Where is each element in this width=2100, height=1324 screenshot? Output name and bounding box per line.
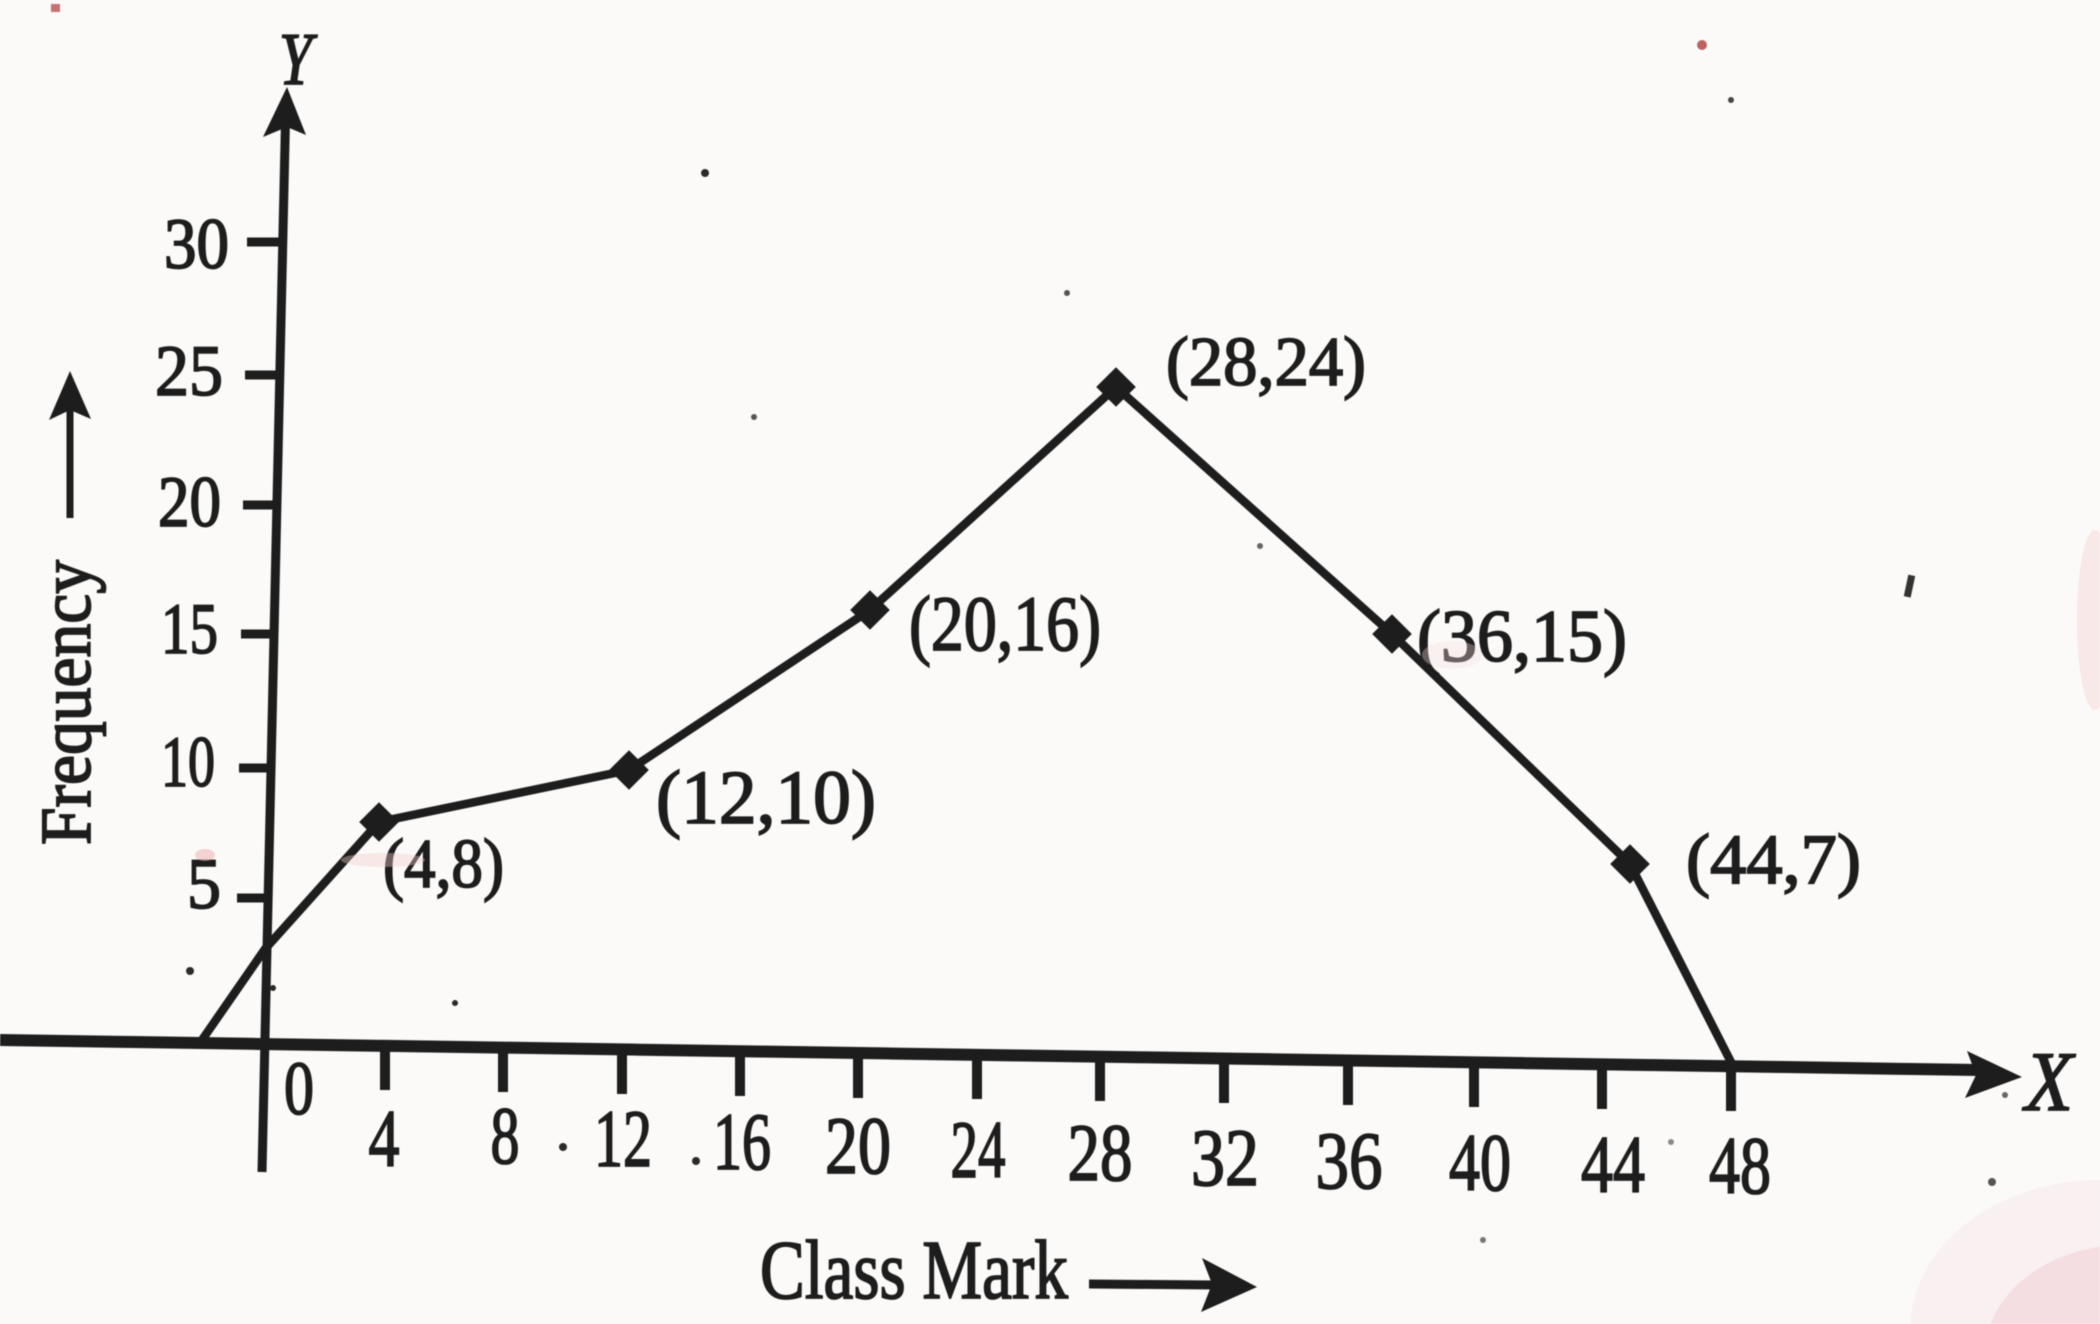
svg-text:4: 4 xyxy=(369,1093,400,1184)
svg-text:(36,15): (36,15) xyxy=(1417,596,1627,678)
svg-text:(4,8): (4,8) xyxy=(383,826,504,903)
svg-text:0: 0 xyxy=(284,1047,314,1131)
svg-text:24: 24 xyxy=(951,1104,1006,1195)
svg-text:(20,16): (20,16) xyxy=(909,580,1101,667)
svg-text:44: 44 xyxy=(1581,1119,1645,1210)
svg-text:(28,24): (28,24) xyxy=(1166,324,1366,401)
svg-text:(12,10): (12,10) xyxy=(656,756,876,840)
svg-text:48: 48 xyxy=(1709,1120,1771,1211)
svg-text:20: 20 xyxy=(825,1100,891,1191)
svg-text:25: 25 xyxy=(155,331,223,411)
svg-text:Y: Y xyxy=(279,19,317,101)
svg-text:28: 28 xyxy=(1068,1107,1133,1198)
svg-text:8: 8 xyxy=(491,1090,520,1181)
svg-text:30: 30 xyxy=(164,204,229,284)
svg-text:(44,7): (44,7) xyxy=(1686,821,1861,899)
svg-text:10: 10 xyxy=(161,722,215,802)
svg-text:15: 15 xyxy=(161,589,218,669)
svg-text:40: 40 xyxy=(1449,1117,1511,1208)
svg-text:20: 20 xyxy=(158,462,221,542)
svg-text:16: 16 xyxy=(713,1096,771,1187)
svg-text:36: 36 xyxy=(1316,1115,1383,1206)
svg-text:Frequency: Frequency xyxy=(26,560,106,845)
svg-text:X: X xyxy=(2022,1035,2076,1129)
svg-text:Class Mark: Class Mark xyxy=(760,1224,1068,1317)
svg-text:12: 12 xyxy=(594,1093,652,1184)
svg-text:32: 32 xyxy=(1191,1112,1259,1203)
